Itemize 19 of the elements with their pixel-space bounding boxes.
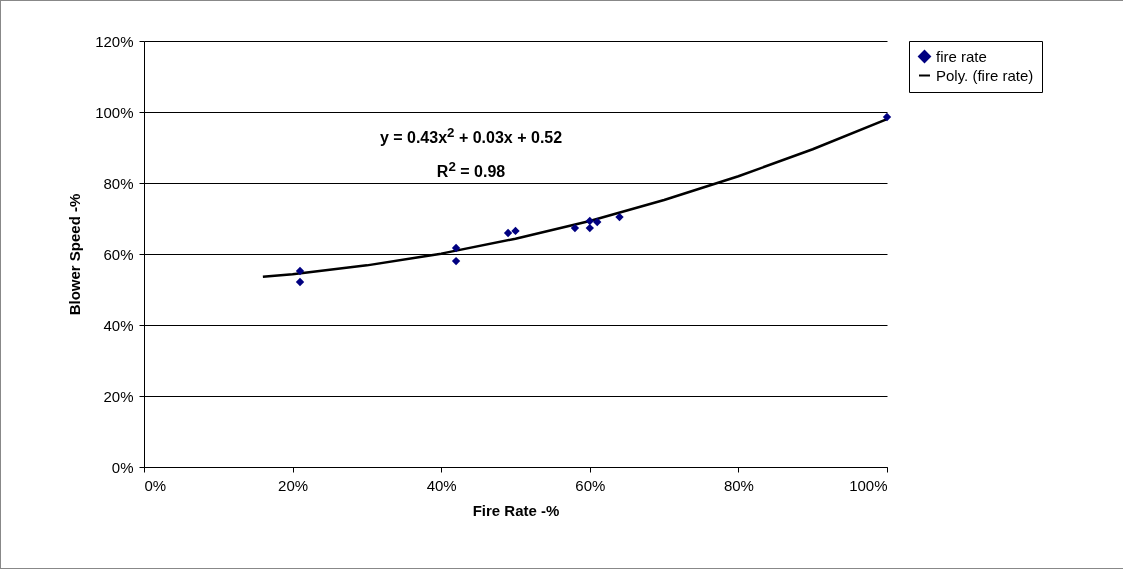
y-tick-label: 120% xyxy=(95,32,134,50)
x-tick-label: 100% xyxy=(849,476,888,494)
y-tick-label: 100% xyxy=(95,103,134,121)
x-axis-title: Fire Rate -% xyxy=(472,501,560,519)
y-axis-title: Blower Speed -% xyxy=(66,193,84,316)
x-tick-label: 60% xyxy=(575,476,606,494)
legend-label: fire rate xyxy=(936,47,987,65)
x-tick-label: 80% xyxy=(723,476,754,494)
y-tick-label: 0% xyxy=(111,458,134,476)
y-tick-label: 20% xyxy=(103,387,134,405)
legend-label: Poly. (fire rate) xyxy=(936,66,1034,84)
annotation: y = 0.43x$^{2}$ + 0.03x + 0.52 xyxy=(379,125,563,148)
x-tick-label: 40% xyxy=(426,476,457,494)
x-tick-label: 20% xyxy=(278,476,309,494)
y-tick-label: 40% xyxy=(103,316,134,334)
x-tick-label: 0% xyxy=(144,476,167,494)
y-tick-label: 60% xyxy=(103,245,134,263)
annotation: R$^{2}$ = 0.98 xyxy=(436,159,506,182)
y-tick-label: 80% xyxy=(103,174,134,192)
